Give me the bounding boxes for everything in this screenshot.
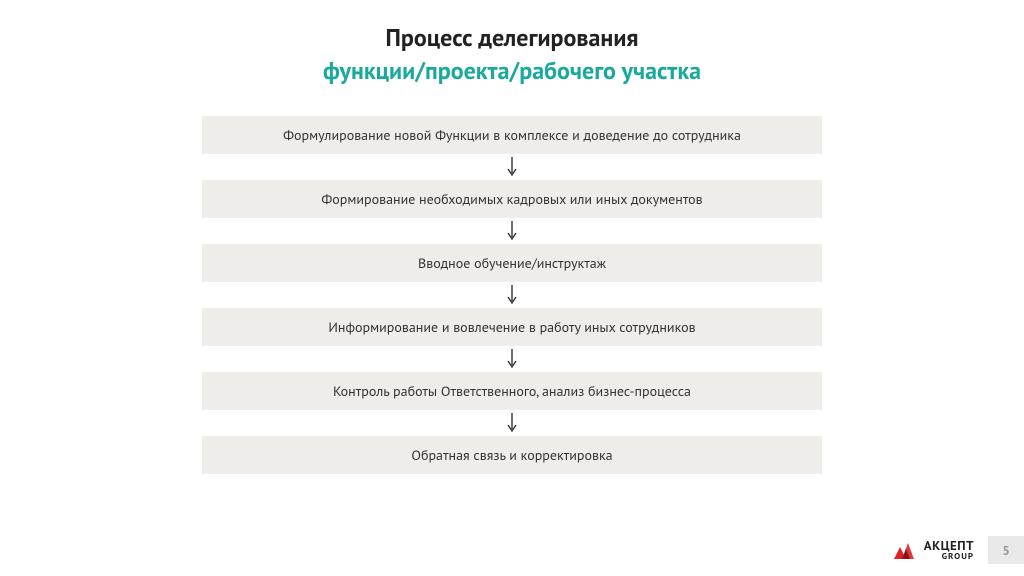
flowchart: Формулирование новой Функции в комплексе… xyxy=(0,116,1024,474)
logo-mark-icon xyxy=(890,538,918,562)
arrow-down-icon xyxy=(506,218,518,244)
arrow-down-icon xyxy=(506,346,518,372)
arrow-down-icon xyxy=(506,282,518,308)
footer: АКЦЕПТ GROUP 5 xyxy=(890,536,1024,564)
title-line-2: функции/проекта/рабочего участка xyxy=(0,55,1024,86)
flow-step: Формирование необходимых кадровых или ин… xyxy=(202,180,822,218)
flow-step: Обратная связь и корректировка xyxy=(202,436,822,474)
logo-text: АКЦЕПТ GROUP xyxy=(924,539,974,561)
page-number: 5 xyxy=(988,536,1024,564)
flow-step: Вводное обучение/инструктаж xyxy=(202,244,822,282)
arrow-down-icon xyxy=(506,154,518,180)
arrow-down-icon xyxy=(506,410,518,436)
flow-step: Контроль работы Ответственного, анализ б… xyxy=(202,372,822,410)
title-line-1: Процесс делегирования xyxy=(0,22,1024,53)
logo-text-bottom: GROUP xyxy=(924,552,974,561)
title-block: Процесс делегирования функции/проекта/ра… xyxy=(0,0,1024,86)
flow-step: Информирование и вовлечение в работу ины… xyxy=(202,308,822,346)
logo: АКЦЕПТ GROUP xyxy=(890,538,974,562)
flow-step: Формулирование новой Функции в комплексе… xyxy=(202,116,822,154)
